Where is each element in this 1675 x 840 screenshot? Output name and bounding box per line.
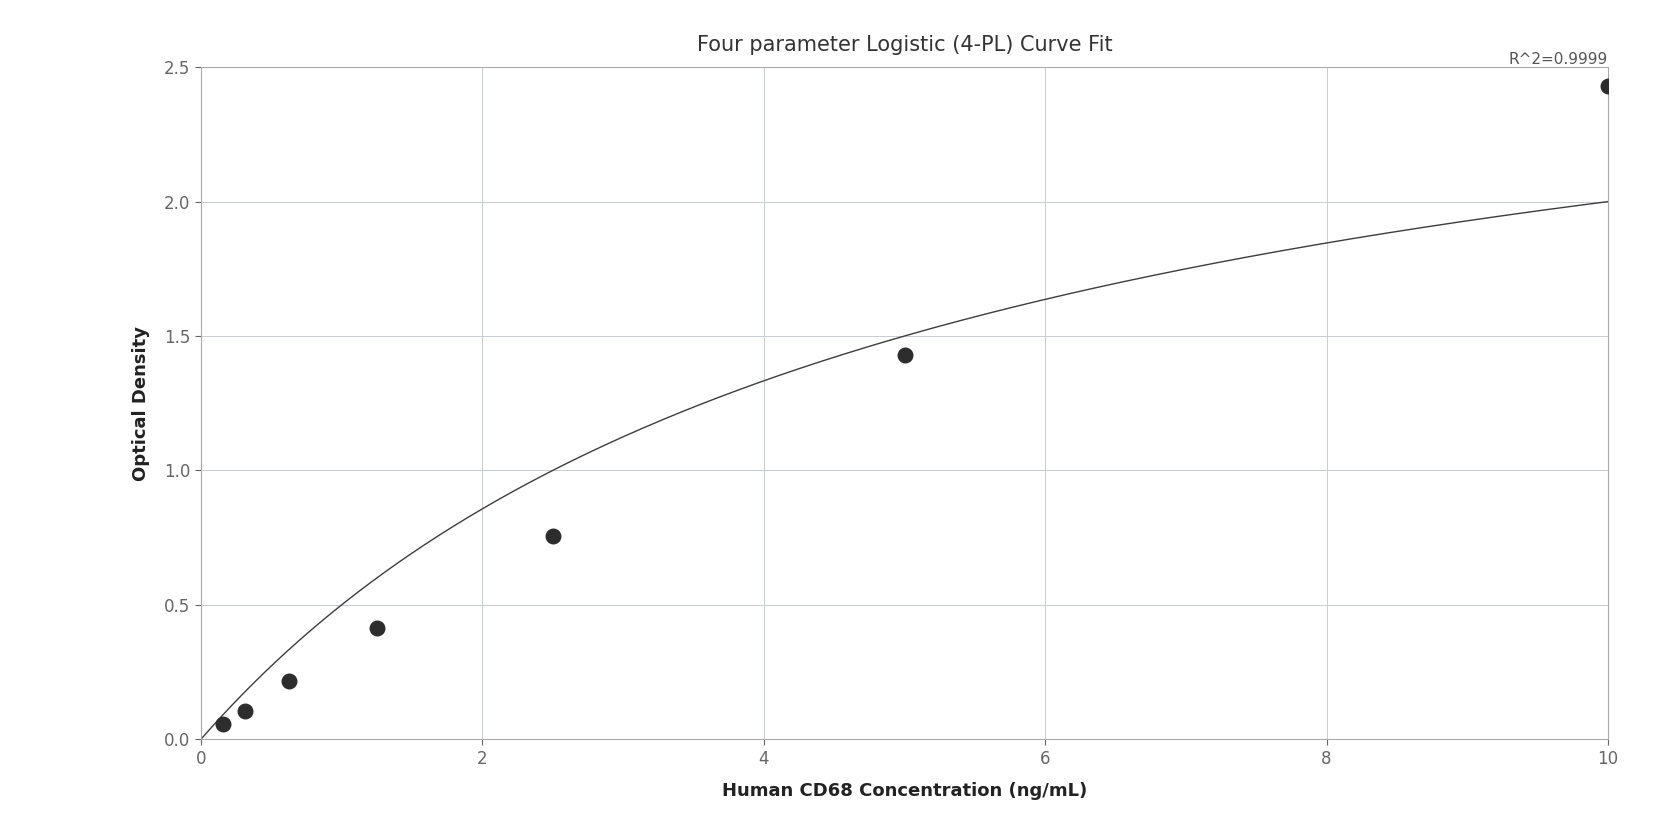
Point xyxy=(539,529,566,543)
Point xyxy=(1595,79,1621,92)
Text: R^2=0.9999: R^2=0.9999 xyxy=(1509,52,1608,67)
Y-axis label: Optical Density: Optical Density xyxy=(132,326,151,480)
Point xyxy=(275,675,303,688)
Point xyxy=(363,621,390,634)
Point xyxy=(209,717,236,731)
Point xyxy=(891,348,918,361)
Title: Four parameter Logistic (4-PL) Curve Fit: Four parameter Logistic (4-PL) Curve Fit xyxy=(697,34,1112,55)
Point xyxy=(231,704,258,717)
X-axis label: Human CD68 Concentration (ng/mL): Human CD68 Concentration (ng/mL) xyxy=(722,781,1087,800)
